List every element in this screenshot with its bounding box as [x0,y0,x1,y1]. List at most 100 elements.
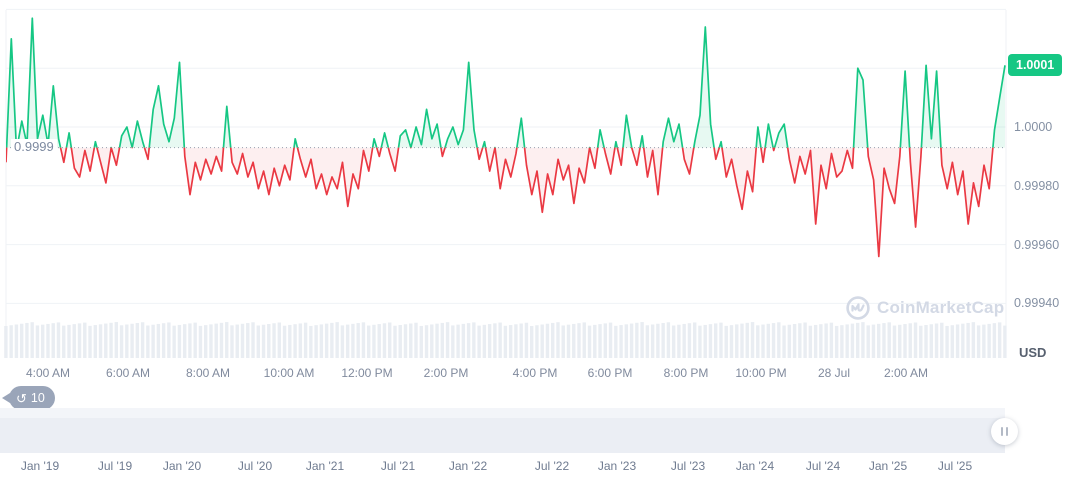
volume-bar [282,325,287,358]
navigator-year-label[interactable]: Jan '22 [448,459,488,473]
volume-bar [193,322,197,358]
volume-bar [966,322,970,358]
volume-bar [487,324,492,358]
volume-bar [708,324,713,358]
navigator-year-label[interactable]: Jan '21 [305,459,345,473]
volume-bar [46,323,50,358]
navigator-year-label[interactable]: Jul '19 [97,459,133,473]
volume-bar [976,325,981,358]
x-axis-time-label: 6:00 AM [105,366,151,380]
navigator-year-label[interactable]: Jan '24 [735,459,775,473]
volume-bar [35,325,40,358]
volume-bar [472,322,476,358]
volume-bar [209,324,213,358]
volume-bar [293,324,297,358]
volume-bar [314,325,318,358]
volume-bar [424,325,429,358]
volume-bar [219,322,224,358]
volume-bar [861,322,865,358]
volume-bar [950,325,955,358]
volume-bar [551,322,555,358]
navigator-handle[interactable] [991,418,1018,445]
volume-bar [256,325,260,358]
volume-bar [214,323,218,358]
volume-bar [629,323,634,358]
volume-bar [598,324,602,358]
volume-bar [140,322,145,358]
baseline-price-label: 0.9999 [11,139,57,155]
volume-bar [393,325,397,358]
volume-bar [372,324,376,358]
navigator-year-label[interactable]: Jan '23 [597,459,637,473]
navigator-year-label[interactable]: Jul '22 [534,459,570,473]
volume-bar [267,324,271,358]
volume-bar [451,325,455,358]
volume-bar [961,323,965,358]
volume-bar [277,322,282,358]
volume-bar [692,322,697,358]
price-line-chart[interactable] [0,0,1072,362]
volume-bar [514,324,518,358]
range-navigator[interactable] [0,408,1005,453]
volume-bar [934,323,939,358]
volume-bar [30,322,34,358]
volume-bar [777,322,781,358]
volume-bar [992,323,997,358]
volume-bar [161,323,166,358]
volume-bar [251,322,255,358]
volume-bar [388,322,392,358]
volume-bar [545,323,550,358]
volume-bar [819,324,823,358]
volume-bar [335,322,339,358]
x-axis-time-label: 10:00 PM [735,366,787,380]
volume-bar [677,324,681,358]
volume-bar [345,324,350,358]
navigator-year-label[interactable]: Jan '19 [20,459,60,473]
navigator-year-label[interactable]: Jul '21 [380,459,416,473]
navigator-year-label[interactable]: Jul '25 [937,459,973,473]
navigator-year-label[interactable]: Jan '25 [868,459,908,473]
x-axis-time-label: 28 Jul [817,366,851,380]
volume-bar [83,322,87,358]
volume-bar [382,323,387,358]
volume-bar [577,323,581,358]
volume-bar [640,322,644,358]
volume-bar [25,322,29,358]
volume-bar [114,322,119,358]
volume-bar [782,325,786,358]
volume-bar [829,322,834,358]
history-badge[interactable]: ↺ 10 [2,386,55,410]
navigator-year-label[interactable]: Jul '23 [670,459,706,473]
volume-bar [813,324,818,358]
navigator-year-label[interactable]: Jan '20 [162,459,202,473]
volume-bar [177,324,182,358]
volume-bar [130,323,134,358]
history-icon: ↺ [16,390,27,406]
coinmarketcap-watermark: CoinMarketCap [846,296,1004,320]
volume-bar [62,325,66,358]
volume-bar [288,324,292,358]
volume-bar [593,324,597,358]
volume-bar [561,325,565,358]
volume-bar [508,325,513,358]
volume-bar [324,323,329,358]
x-axis-time-label: 12:00 PM [341,366,393,380]
volume-bar [188,323,192,358]
y-axis-tick-label: 0.99980 [1014,178,1060,193]
volume-bar [477,325,481,358]
navigator-year-label[interactable]: Jul '20 [237,459,273,473]
price-line-up [6,17,1006,148]
volume-bar [167,322,171,358]
navigator-year-label[interactable]: Jul '24 [805,459,841,473]
volume-bar [803,322,807,358]
current-price-badge: 1.0001 [1008,54,1063,77]
y-axis-tick-label: 1.0000 [1014,120,1053,134]
volume-bar [414,322,418,358]
volume-bar [871,324,876,358]
volume-bar [430,324,434,358]
volume-bar [303,322,308,358]
history-count: 10 [30,391,45,405]
volume-bar [924,325,928,358]
volume-bar [913,322,918,358]
